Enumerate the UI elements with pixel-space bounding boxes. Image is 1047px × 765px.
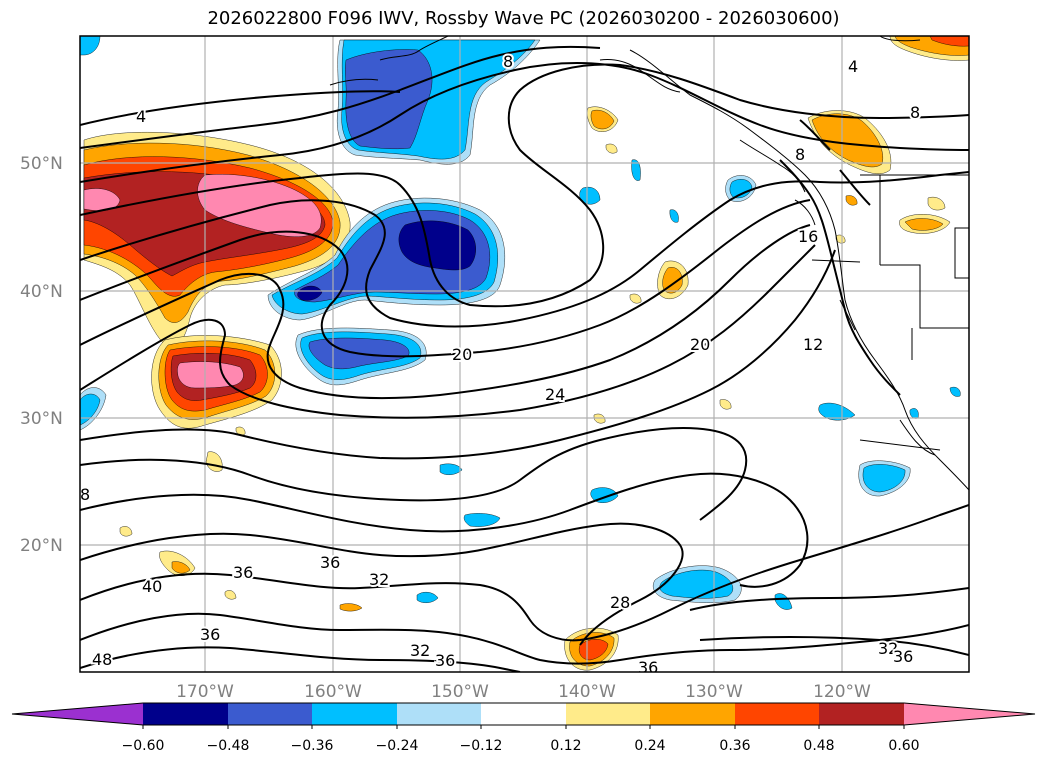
- colorbar-tick-label: 0.12: [550, 738, 581, 754]
- colorbar-tick-label: −0.12: [460, 738, 503, 754]
- lat-label: 30°N: [20, 409, 63, 429]
- colorbar-segment: [819, 703, 904, 725]
- colorbar-extend-negative: [12, 703, 143, 725]
- map-title: 2026022800 F096 IWV, Rossby Wave PC (202…: [207, 8, 840, 29]
- contour-label: 40: [142, 577, 162, 596]
- lat-label: 50°N: [20, 154, 63, 174]
- contour-label: 12: [803, 335, 823, 354]
- contour-label: 36: [320, 553, 340, 572]
- contour-label: 8: [795, 145, 805, 164]
- colorbar-segment: [143, 703, 228, 725]
- positive-anomaly-patches: [119, 36, 969, 671]
- contour-label: 32: [369, 570, 389, 589]
- contour-label: 36: [435, 651, 455, 670]
- map-panel: 4 8 8 8 4 16 12 20 20 24 32 36 36 40 36 …: [80, 36, 969, 677]
- colorbar-segment: [228, 703, 312, 725]
- contour-label: 8: [503, 52, 513, 71]
- contour-label: 36: [893, 647, 913, 666]
- map-frame: [79, 35, 970, 673]
- contour-label: 20: [690, 335, 710, 354]
- lon-label: 170°W: [176, 682, 234, 702]
- colorbar-extend-positive: [904, 703, 1035, 725]
- contour-label: 32: [410, 641, 430, 660]
- contour-label: 28: [610, 593, 630, 612]
- colorbar: −0.60 −0.48 −0.36 −0.24 −0.12 0.12 0.24 …: [11, 702, 1036, 754]
- contour-label: 36: [638, 658, 658, 677]
- contour-label: 8: [80, 485, 90, 504]
- longitude-labels: 170°W 160°W 150°W 140°W 130°W 120°W: [176, 682, 871, 702]
- colorbar-tick-label: 0.36: [719, 738, 750, 754]
- positive-anomaly-southwest: [151, 335, 282, 429]
- contour-label: 36: [233, 563, 253, 582]
- contour-label: 8: [910, 103, 920, 122]
- contour-label: 24: [545, 385, 565, 404]
- contour-label: 4: [848, 57, 858, 76]
- colorbar-tick-label: 0.60: [888, 738, 919, 754]
- lon-label: 150°W: [431, 682, 489, 702]
- colorbar-tick-label: 0.48: [803, 738, 834, 754]
- lon-label: 140°W: [558, 682, 616, 702]
- colorbar-tick-label: −0.60: [122, 738, 165, 754]
- contour-label: 48: [92, 650, 112, 669]
- lon-label: 130°W: [685, 682, 743, 702]
- colorbar-tick-label: 0.24: [634, 738, 665, 754]
- contour-label: 16: [798, 227, 818, 246]
- iwv-contours: [80, 45, 969, 672]
- colorbar-segment: [312, 703, 397, 725]
- latitude-labels: 50°N 40°N 30°N 20°N: [20, 154, 63, 556]
- colorbar-tick-label: −0.36: [291, 738, 334, 754]
- contour-label: 4: [136, 107, 146, 126]
- colorbar-segment: [735, 703, 819, 725]
- colorbar-tick-label: −0.48: [207, 738, 250, 754]
- colorbar-segment: [481, 703, 566, 725]
- contour-label: 20: [452, 345, 472, 364]
- positive-anomaly-west-north: [83, 132, 351, 347]
- colorbar-segment: [650, 703, 735, 725]
- lat-label: 40°N: [20, 282, 63, 302]
- colorbar-segment: [566, 703, 650, 725]
- negative-anomaly-north: [80, 36, 541, 165]
- contour-labels: 4 8 8 8 4 16 12 20 20 24 32 36 36 40 36 …: [80, 50, 922, 677]
- lon-label: 120°W: [813, 682, 871, 702]
- lat-label: 20°N: [20, 536, 63, 556]
- contour-label: 36: [200, 625, 220, 644]
- lon-label: 160°W: [304, 682, 362, 702]
- colorbar-tick-label: −0.24: [376, 738, 419, 754]
- coastlines: [329, 36, 969, 491]
- colorbar-segment: [397, 703, 481, 725]
- contour-label: 32: [878, 639, 898, 658]
